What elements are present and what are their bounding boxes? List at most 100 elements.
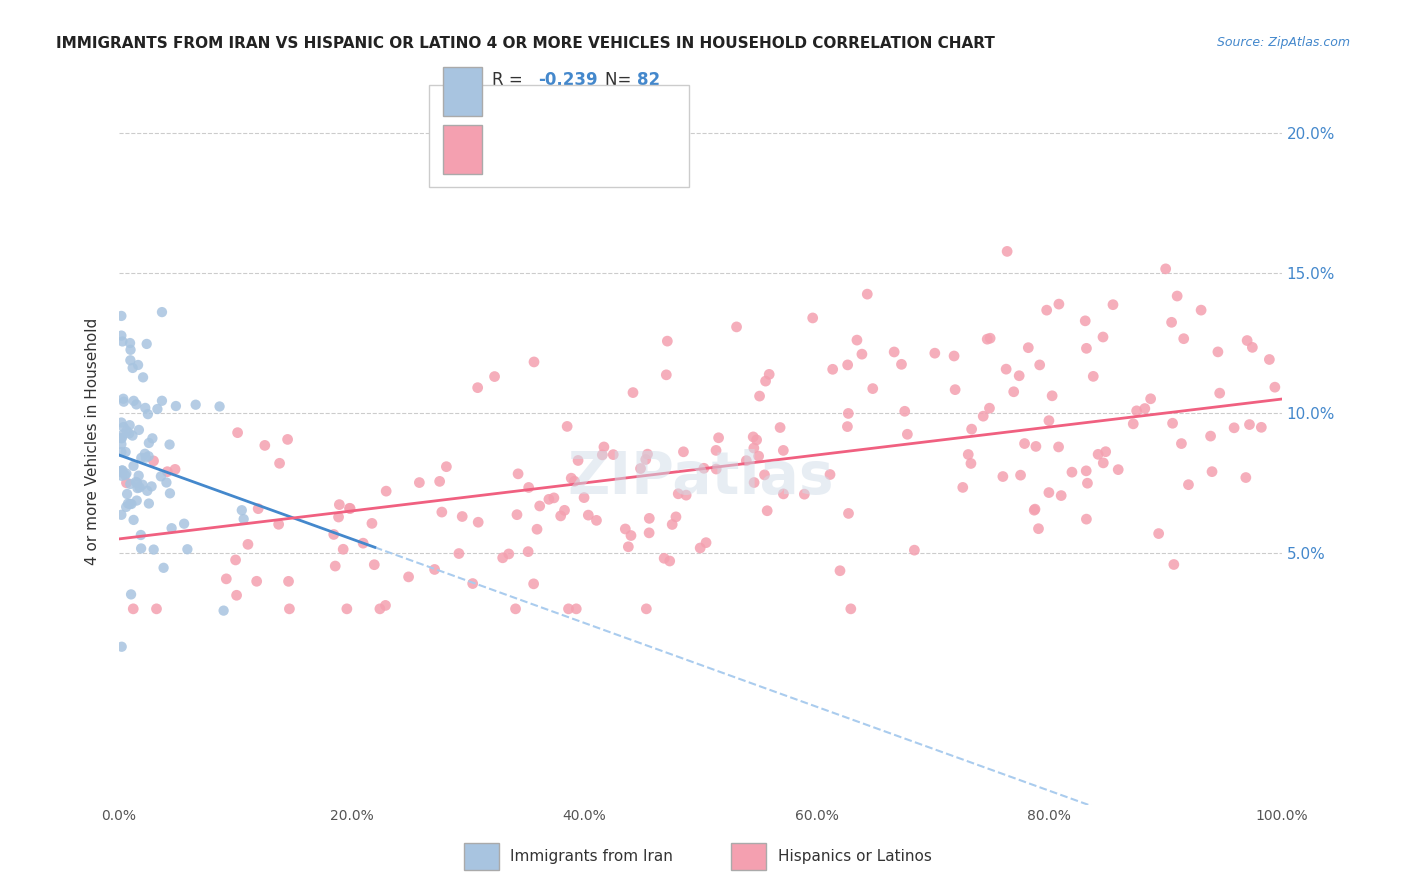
Point — [1122, 417, 1144, 431]
Point — [332, 542, 354, 557]
Point — [447, 547, 470, 561]
Point — [862, 382, 884, 396]
Point — [565, 602, 588, 616]
Point — [557, 602, 579, 616]
Point — [893, 404, 915, 418]
Point — [943, 383, 966, 397]
Point — [745, 433, 768, 447]
Point — [111, 468, 134, 483]
Point — [1008, 368, 1031, 383]
Point — [1076, 464, 1098, 478]
Point — [134, 447, 156, 461]
Point — [1025, 439, 1047, 453]
Point — [267, 517, 290, 532]
Point — [135, 450, 157, 465]
Point — [655, 368, 678, 382]
Point — [793, 487, 815, 501]
Point — [991, 469, 1014, 483]
Point — [110, 431, 132, 445]
Point — [127, 481, 149, 495]
Point — [129, 541, 152, 556]
Point — [277, 574, 299, 589]
Point — [277, 433, 299, 447]
Point — [111, 640, 134, 654]
Point — [554, 503, 576, 517]
Point — [138, 450, 160, 464]
Text: N=: N= — [605, 134, 636, 152]
Point — [602, 448, 624, 462]
Point — [208, 400, 231, 414]
Point — [398, 570, 420, 584]
Point — [115, 475, 138, 490]
Point — [995, 362, 1018, 376]
Point — [146, 402, 169, 417]
Point — [707, 431, 730, 445]
Point — [118, 426, 141, 441]
Point — [110, 508, 132, 522]
Point — [339, 501, 361, 516]
Point — [1010, 468, 1032, 483]
Point — [361, 516, 384, 531]
Point — [972, 409, 994, 424]
Point — [111, 431, 134, 445]
Point — [110, 465, 132, 479]
Point — [1125, 404, 1147, 418]
Point — [408, 475, 430, 490]
Point — [748, 449, 770, 463]
Point — [1074, 314, 1097, 328]
Point — [695, 535, 717, 549]
Point — [150, 393, 173, 408]
Point — [215, 572, 238, 586]
Point — [523, 355, 546, 369]
Point — [451, 509, 474, 524]
Point — [1028, 358, 1050, 372]
Point — [1236, 334, 1258, 348]
Point — [328, 510, 350, 524]
Point — [117, 497, 139, 511]
Point — [1223, 421, 1246, 435]
Point — [896, 427, 918, 442]
Point — [111, 334, 134, 349]
Point — [851, 347, 873, 361]
Point — [1208, 386, 1230, 401]
Point — [924, 346, 946, 360]
Y-axis label: 4 or more Vehicles in Household: 4 or more Vehicles in Household — [86, 318, 100, 565]
Point — [742, 475, 765, 490]
Point — [1035, 303, 1057, 318]
Point — [1076, 342, 1098, 356]
Point — [1133, 401, 1156, 416]
Point — [1102, 298, 1125, 312]
Text: -0.239: -0.239 — [538, 71, 598, 89]
Point — [1040, 389, 1063, 403]
Point — [134, 401, 156, 415]
Point — [772, 443, 794, 458]
Point — [1264, 380, 1286, 394]
Point — [837, 419, 859, 434]
Point — [903, 543, 925, 558]
Point — [979, 331, 1001, 345]
Point — [138, 436, 160, 450]
Point — [657, 334, 679, 348]
Point — [125, 493, 148, 508]
Point — [322, 527, 344, 541]
Point — [976, 332, 998, 346]
Point — [769, 420, 792, 434]
Point — [725, 319, 748, 334]
Point — [742, 430, 765, 444]
Point — [225, 588, 247, 602]
Point — [231, 503, 253, 517]
Point — [1047, 440, 1070, 454]
Point — [114, 468, 136, 483]
Point — [120, 343, 142, 357]
Point — [529, 499, 551, 513]
Point — [621, 385, 644, 400]
Point — [1094, 444, 1116, 458]
Point — [1139, 392, 1161, 406]
Point — [141, 479, 163, 493]
Point — [666, 487, 689, 501]
Point — [149, 469, 172, 483]
Point — [543, 491, 565, 505]
Point — [1258, 352, 1281, 367]
Point — [122, 513, 145, 527]
Point — [661, 517, 683, 532]
